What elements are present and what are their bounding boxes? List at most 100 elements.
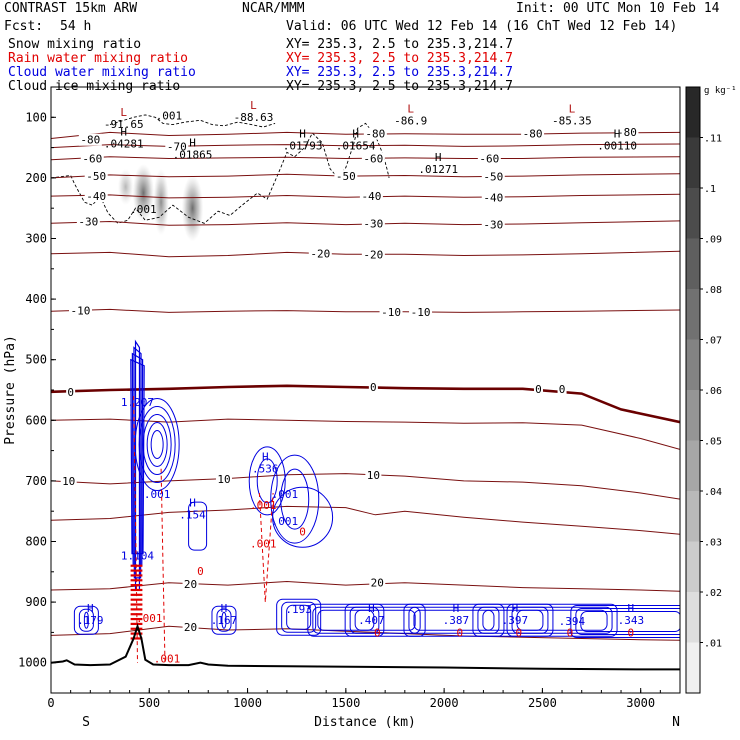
isotherm-label-bg (368, 380, 378, 393)
isotherm-label: -80 (523, 128, 543, 141)
cloud-water-label: .179 (77, 614, 104, 627)
colorbar-segment (686, 440, 700, 491)
colorbar-tick-label: .09 (704, 235, 722, 246)
cloud-water-contour (150, 430, 164, 460)
isotherm-line (51, 156, 680, 161)
extremum-mark: H (299, 127, 306, 140)
cloud-water-label: .536 (252, 462, 279, 475)
y-tick-label: 600 (25, 413, 47, 427)
isotherm-label: -70 (167, 140, 187, 153)
cloud-water-contour (477, 606, 549, 634)
cloud-water-mark: H (512, 602, 519, 615)
y-tick-label: 800 (25, 535, 47, 549)
extremum-value: .04281 (104, 137, 144, 150)
cloud-water-contour (130, 358, 145, 555)
isotherm-label: -50 (483, 171, 503, 184)
terrain-line (51, 623, 680, 671)
cloud-water-mark: H (368, 602, 375, 615)
isotherm-label-bg (66, 385, 76, 398)
cloud-water-contour (211, 605, 237, 635)
y-tick-label: 400 (25, 292, 47, 306)
isotherm-line (51, 505, 680, 535)
y-tick-label: 700 (25, 474, 47, 488)
extremum-value: .00110 (597, 139, 637, 152)
extremum-value: .01793 (283, 139, 323, 152)
x-tick-label: 3000 (626, 696, 655, 710)
isotherm-line (51, 250, 680, 258)
snow-contour-label: .001 (130, 203, 157, 216)
cloud-ice-contour-top (109, 114, 276, 128)
isotherm-label-bg (369, 576, 386, 589)
cloud-water-mark: H (262, 450, 269, 463)
cloud-water-contour (349, 606, 421, 634)
extremum-value: -91.65 (104, 118, 144, 131)
rain-water-label: 0 (516, 627, 523, 640)
cloud-water-label: .407 (358, 614, 385, 627)
cloud-water-contour (281, 601, 317, 633)
isotherm-label: 10 (217, 473, 230, 486)
cloud-water-label: .397 (502, 614, 529, 627)
cloud-water-contour (83, 611, 89, 629)
extremum-mark: H (189, 136, 196, 149)
cloud-water-contour (270, 454, 320, 544)
cloud-water-contour (286, 604, 312, 630)
rain-water-label: .001 (250, 499, 277, 512)
x-tick-label: 1500 (331, 696, 360, 710)
isotherm-label-bg (481, 170, 505, 183)
cloud-water-contour (216, 608, 232, 632)
colorbar-segment (686, 491, 700, 542)
cloud-water-contour (256, 458, 278, 504)
rain-water-label: .001 (136, 612, 163, 625)
isotherm-label-bg (308, 247, 332, 260)
isotherm-label-bg (521, 127, 545, 140)
isotherm-label-bg (615, 125, 639, 138)
isotherm-line (51, 193, 680, 199)
isotherm-label: -10 (71, 305, 91, 318)
field-cloudwater-xy: XY= 235.3, 2.5 to 235.3,214.7 (286, 65, 513, 80)
colorbar-segment (686, 87, 700, 138)
isotherm-label-bg (361, 217, 385, 230)
colorbar-tick-label: .02 (704, 588, 722, 599)
isotherm-label-bg (78, 133, 102, 146)
field-rain-xy: XY= 235.3, 2.5 to 235.3,214.7 (286, 51, 513, 66)
colorbar-tick-label: .08 (704, 285, 722, 296)
isotherm-label: 20 (371, 577, 384, 590)
field-snow-xy: XY= 235.3, 2.5 to 235.3,214.7 (286, 37, 513, 52)
snow-contour-label: .001 (156, 110, 183, 123)
isotherm-label: -30 (363, 217, 383, 230)
isotherm-label: -40 (86, 190, 106, 203)
cloud-water-mark: H (87, 602, 94, 615)
colorbar-tick-label: .06 (704, 386, 722, 397)
isotherm-label: -40 (361, 190, 381, 203)
isotherm-label-bg (68, 304, 92, 317)
cloud-water-contour (344, 603, 426, 637)
isotherm-label: -60 (82, 153, 102, 166)
isotherm-label: 20 (184, 621, 197, 634)
cloud-water-contour (248, 446, 286, 516)
isotherm-line (51, 220, 680, 226)
isotherm-label-bg (409, 305, 433, 318)
y-tick-label: 1000 (18, 656, 47, 670)
isotherm-label-bg (365, 468, 382, 481)
cloud-water-label: 1.207 (121, 396, 154, 409)
isotherm-label-bg (481, 191, 505, 204)
rain-water-label: .001 (250, 538, 277, 551)
colorbar-unit: g kg⁻¹ (704, 86, 737, 96)
y-tick-label: 500 (25, 353, 47, 367)
cloud-water-contour (221, 611, 227, 629)
extremum-mark: H (120, 125, 127, 138)
isotherm-label: -60 (363, 153, 383, 166)
y-tick-label: 900 (25, 595, 47, 609)
isotherm-label: -50 (86, 170, 106, 183)
cloud-water-contour (146, 422, 168, 468)
snow-shading-blob (132, 163, 155, 223)
isotherm-label: 20 (184, 578, 197, 591)
extremum-mark: H (435, 151, 442, 164)
cloud-water-contour (188, 501, 208, 551)
isotherm-line (51, 143, 680, 149)
cloud-water-contour (511, 606, 613, 634)
rain-water-label: 0 (567, 627, 574, 640)
isotherm-label: -80 (365, 128, 385, 141)
extremum-mark: L (120, 106, 127, 119)
cloud-water-label: .394 (559, 615, 586, 628)
